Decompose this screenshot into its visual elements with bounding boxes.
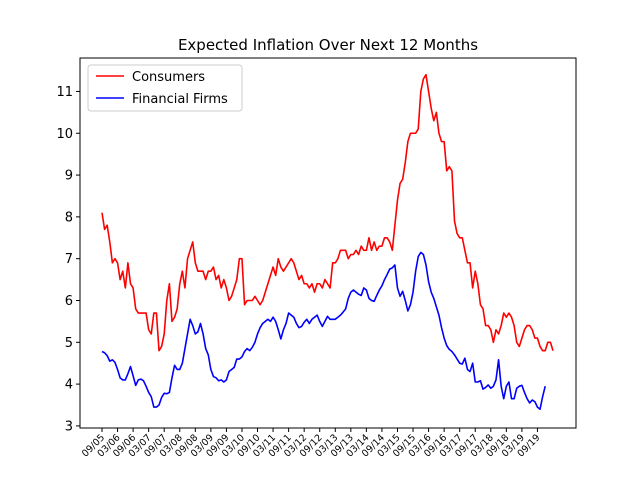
legend-box xyxy=(87,64,243,112)
y-tick-label: 10 xyxy=(56,127,73,142)
legend-label-consumers: Consumers xyxy=(132,70,205,85)
y-tick-label: 4 xyxy=(65,378,73,393)
y-tick-label: 8 xyxy=(65,210,73,225)
y-tick-label: 7 xyxy=(65,252,73,267)
y-tick-label: 11 xyxy=(56,85,73,100)
series-line-financial-firms xyxy=(101,251,546,410)
series-line-consumers xyxy=(101,73,554,352)
legend: Consumers Financial Firms xyxy=(87,64,243,112)
plot-frame xyxy=(79,57,577,429)
y-tick-label: 6 xyxy=(65,294,73,309)
y-tick-label: 5 xyxy=(65,336,73,351)
series-layer xyxy=(101,73,554,410)
legend-label-financial-firms: Financial Firms xyxy=(132,92,228,107)
chart-title: Expected Inflation Over Next 12 Months xyxy=(178,36,478,54)
y-tick-label: 3 xyxy=(65,419,73,434)
y-tick-label: 9 xyxy=(65,169,73,184)
axis-layer: 3456789101109/0503/0609/0603/0709/0703/0… xyxy=(56,85,542,460)
